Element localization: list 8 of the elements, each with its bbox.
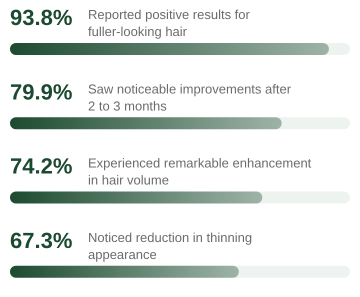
- y-tick-label: Saw noticeable improvements after 2 to 3 months: [88, 81, 292, 114]
- data-label: 74.2%: [10, 154, 72, 178]
- y-tick-label: Reported positive results for fuller-looking hair: [88, 7, 251, 39]
- data-label: 93.8%: [10, 5, 72, 30]
- data-label: 67.3%: [10, 228, 72, 253]
- y-tick-label: Experienced remarkable enhancement in hair volume: [88, 156, 312, 188]
- data-label: 79.9%: [10, 79, 72, 104]
- y-tick-label: Noticed reduction in thinning appearance: [88, 230, 252, 262]
